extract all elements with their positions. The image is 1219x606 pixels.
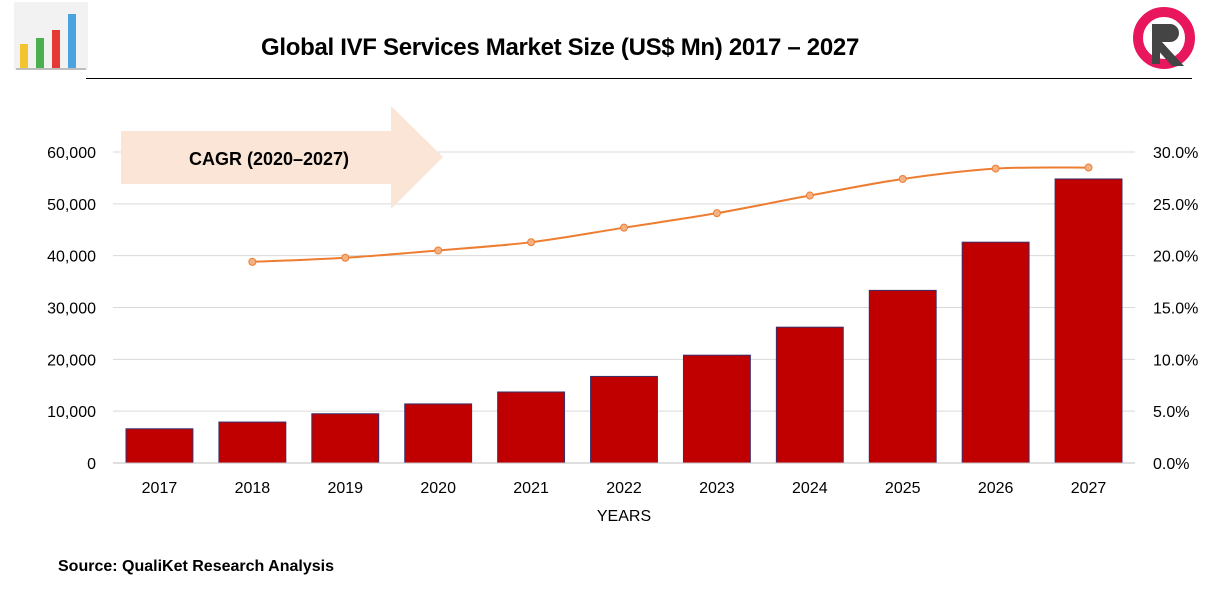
y-tick-label: 60,000 (47, 145, 96, 162)
y-axis-tick-labels: 0 10,000 20,000 30,000 40,000 50,000 60,000 (47, 145, 96, 473)
line-point (805, 191, 814, 200)
line-point (1084, 163, 1093, 172)
line-point (620, 223, 628, 232)
source-note: Source: QualiKet Research Analysis (58, 558, 334, 575)
line-point (434, 246, 443, 255)
y2-tick-label: 15.0% (1153, 301, 1198, 318)
y-tick-label: 30,000 (47, 301, 96, 318)
y2-axis-tick-labels: 0.0% 5.0% 10.0% 15.0% 20.0% 25.0% 30.0% (1153, 145, 1198, 473)
cagr-arrow-shape (121, 106, 443, 209)
cagr-line-series (248, 163, 1093, 266)
x-tick-label: 2020 (420, 480, 456, 497)
line-point (898, 174, 907, 183)
line-point (248, 257, 257, 266)
y-tick-label: 20,000 (47, 352, 96, 369)
x-axis-tick-labels: 2017 2018 2019 2020 2021 2022 2023 2024 2025 2026… (142, 480, 1107, 497)
page-title: Global IVF Services Market Size (US$ Mn)… (260, 34, 860, 61)
x-tick-label: 2025 (885, 480, 921, 497)
bar-chart-logo-icon (14, 2, 88, 70)
bar-series (125, 178, 1123, 464)
r-brand-logo-icon (1133, 7, 1195, 69)
line-point (991, 164, 1000, 173)
cagr-line (252, 166, 1089, 263)
y2-tick-label: 30.0% (1153, 145, 1198, 162)
line-point (527, 238, 536, 247)
y2-tick-label: 25.0% (1153, 197, 1198, 214)
bar (682, 354, 751, 464)
y-tick-label: 50,000 (47, 197, 96, 214)
bar (311, 413, 380, 464)
bar (218, 421, 287, 464)
y2-tick-label: 0.0% (1153, 456, 1189, 473)
cagr-label: CAGR (2020–2027) (189, 149, 349, 169)
bar (1054, 178, 1123, 464)
y2-tick-label: 20.0% (1153, 249, 1198, 266)
x-tick-label: 2024 (792, 480, 828, 497)
header-divider (86, 78, 1192, 79)
y-tick-label: 0 (87, 456, 96, 473)
x-tick-label: 2017 (142, 480, 178, 497)
y2-tick-label: 10.0% (1153, 352, 1198, 369)
bar (775, 326, 844, 464)
bar (868, 289, 937, 464)
x-tick-label: 2019 (327, 480, 363, 497)
x-tick-label: 2021 (513, 480, 549, 497)
bar (125, 428, 194, 464)
y-tick-label: 10,000 (47, 404, 96, 421)
x-tick-label: 2023 (699, 480, 735, 497)
x-tick-label: 2026 (978, 480, 1014, 497)
bar (404, 403, 473, 464)
line-point (341, 253, 350, 262)
cagr-annotation: CAGR (2020–2027) (121, 106, 443, 209)
x-tick-label: 2018 (235, 480, 271, 497)
x-axis-title: YEARS (597, 508, 651, 525)
bar (590, 375, 658, 464)
y-tick-label: 40,000 (47, 249, 96, 266)
bar (497, 391, 566, 464)
y2-tick-label: 5.0% (1153, 404, 1189, 421)
x-tick-label: 2027 (1071, 480, 1107, 497)
bar (961, 241, 1030, 464)
x-tick-label: 2022 (606, 480, 642, 497)
line-point (712, 209, 721, 218)
